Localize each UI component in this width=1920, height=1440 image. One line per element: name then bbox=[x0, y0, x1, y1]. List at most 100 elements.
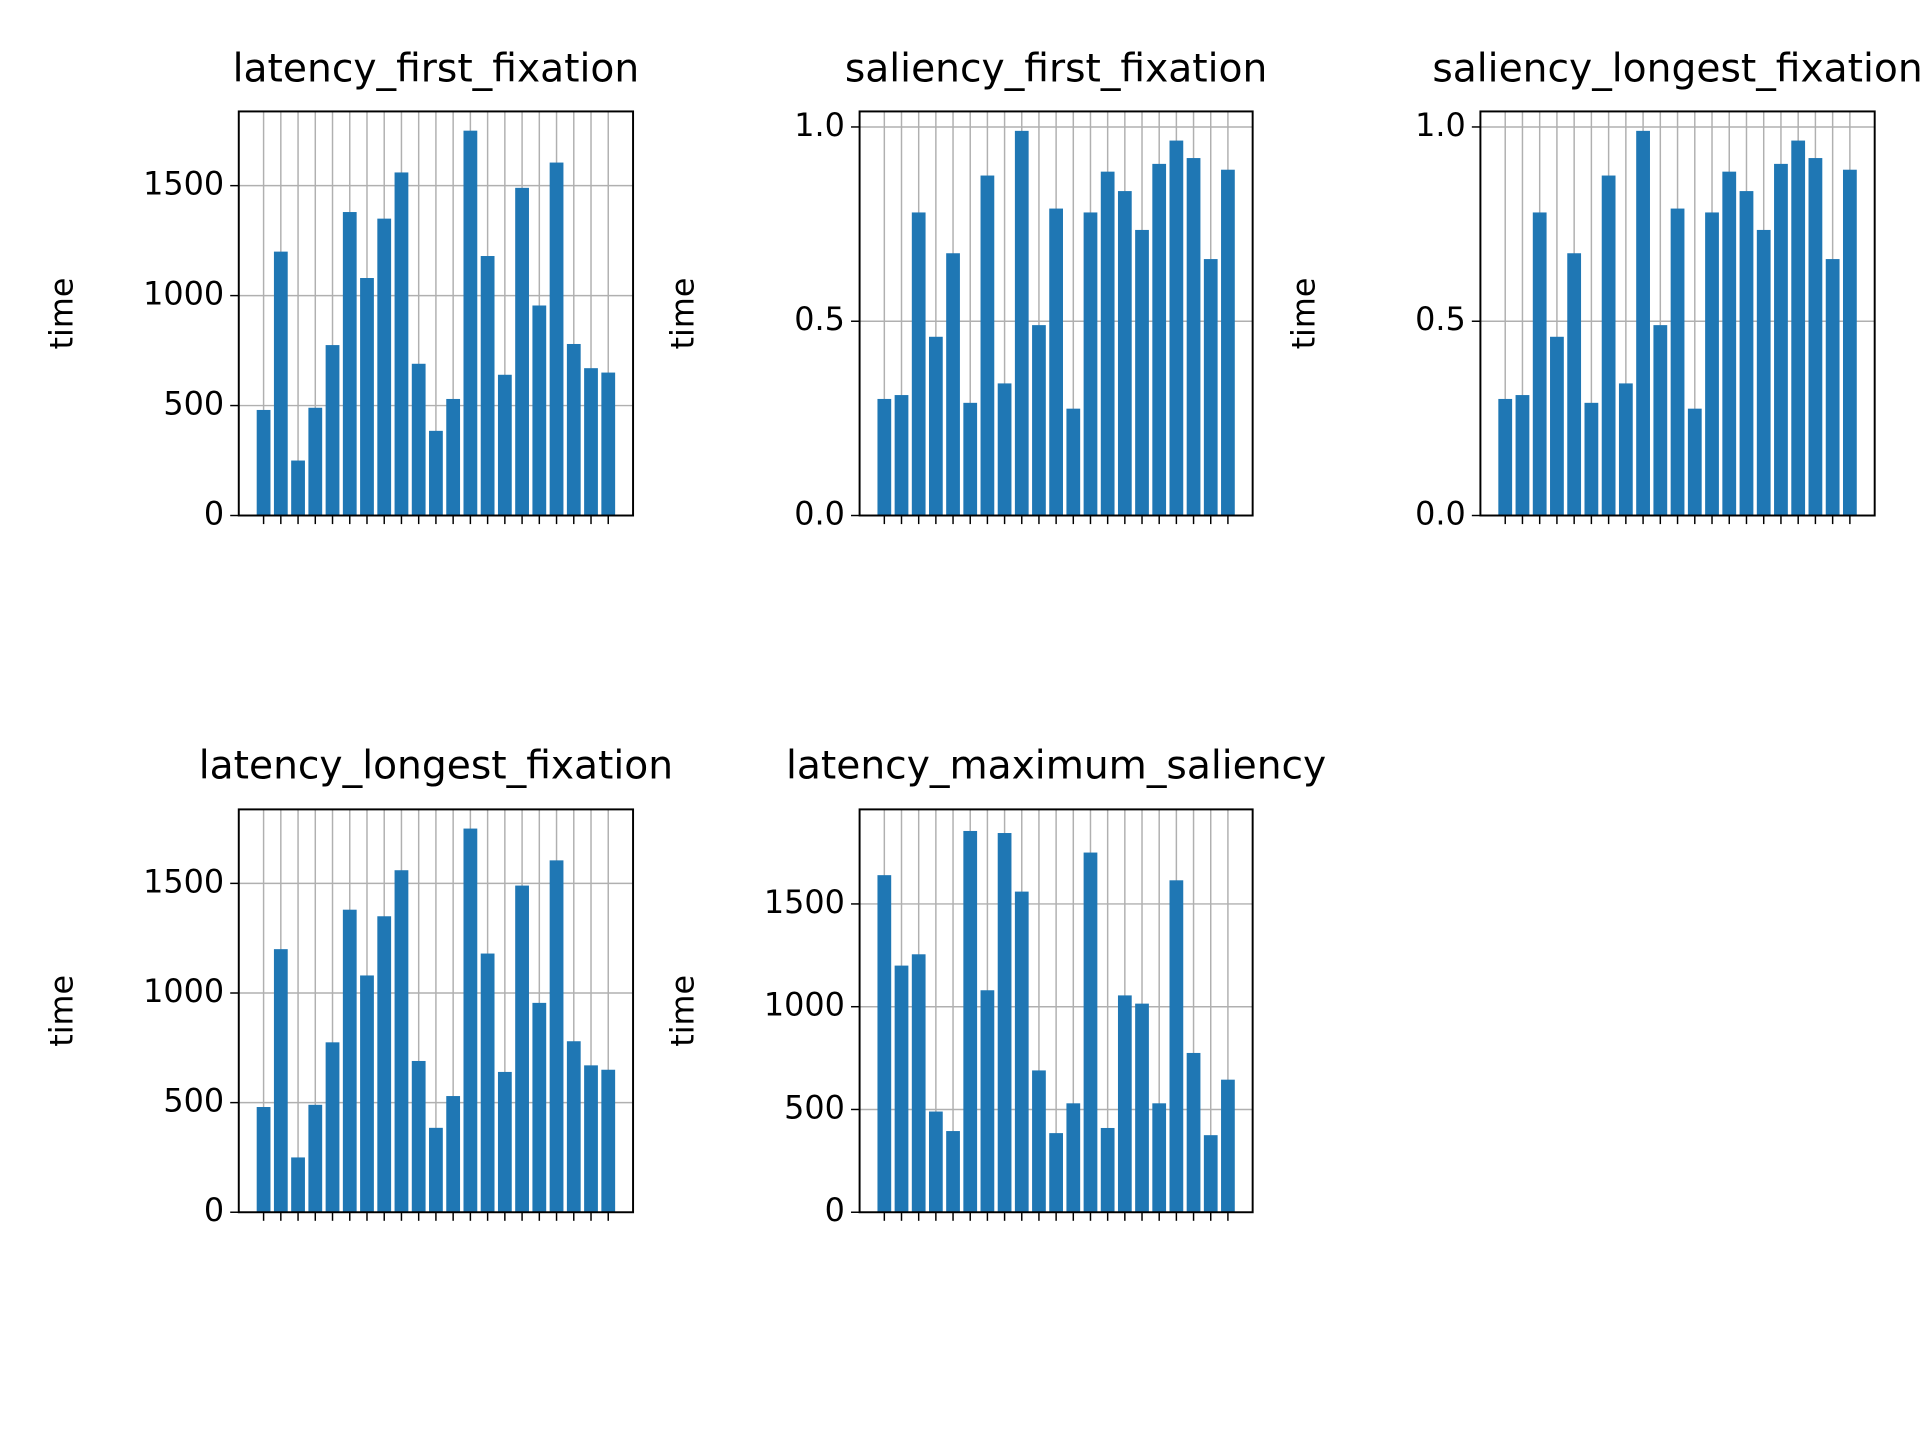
bar bbox=[273, 949, 288, 1213]
bar bbox=[911, 212, 926, 516]
bar bbox=[1618, 383, 1633, 516]
bar bbox=[1014, 891, 1029, 1213]
bar bbox=[1756, 229, 1771, 516]
bar bbox=[360, 278, 374, 516]
bar bbox=[566, 343, 581, 516]
bar bbox=[256, 1107, 271, 1213]
bar bbox=[1203, 1135, 1218, 1213]
bar bbox=[429, 430, 443, 516]
bar bbox=[463, 828, 478, 1213]
bar bbox=[1722, 171, 1737, 516]
y-tick-label: 500 bbox=[784, 1088, 845, 1126]
y-tick-label: 0.0 bbox=[794, 495, 845, 533]
bar bbox=[446, 1096, 461, 1213]
y-axis-label: time bbox=[43, 975, 81, 1047]
y-tick-label: 1000 bbox=[143, 275, 224, 313]
bar bbox=[946, 253, 960, 516]
bar bbox=[894, 395, 909, 516]
bar bbox=[1049, 1133, 1063, 1213]
bar bbox=[1221, 1079, 1235, 1213]
bar bbox=[1014, 130, 1029, 516]
subplot-title: latency_longest_fixation bbox=[199, 743, 673, 788]
y-tick-label: 1500 bbox=[764, 883, 845, 921]
bar bbox=[928, 1111, 943, 1213]
bar bbox=[273, 251, 288, 516]
bar bbox=[394, 172, 409, 516]
bar bbox=[360, 975, 374, 1213]
bar bbox=[946, 1131, 960, 1213]
bar bbox=[325, 1042, 340, 1213]
bar bbox=[446, 398, 461, 516]
bar bbox=[1066, 408, 1081, 516]
y-tick-label: 0 bbox=[204, 495, 224, 533]
y-tick-label: 1.0 bbox=[1415, 106, 1466, 144]
bar bbox=[1774, 163, 1788, 516]
bar bbox=[1135, 229, 1149, 516]
bar bbox=[1842, 169, 1857, 516]
bar bbox=[1705, 212, 1719, 516]
bar bbox=[1203, 259, 1218, 516]
bar bbox=[342, 909, 357, 1213]
bar bbox=[1670, 208, 1685, 516]
bar bbox=[1169, 880, 1184, 1213]
bar bbox=[894, 965, 909, 1213]
bar bbox=[429, 1127, 443, 1213]
axes-frame bbox=[237, 110, 635, 517]
bar bbox=[1584, 402, 1599, 516]
bar bbox=[877, 398, 892, 516]
bar bbox=[377, 218, 392, 516]
bar bbox=[963, 402, 978, 516]
bar bbox=[497, 374, 512, 516]
bar bbox=[928, 336, 943, 516]
subplot-title: latency_maximum_saliency bbox=[786, 743, 1326, 788]
bar bbox=[601, 372, 616, 516]
bar bbox=[532, 305, 547, 516]
bar bbox=[1066, 1103, 1081, 1213]
bar bbox=[308, 1104, 323, 1213]
y-tick-label: 1000 bbox=[764, 986, 845, 1024]
bar bbox=[1152, 1103, 1167, 1213]
bar bbox=[342, 212, 357, 516]
axes-frame bbox=[858, 808, 1254, 1214]
y-tick-label: 0.5 bbox=[1415, 300, 1466, 338]
y-axis-label: time bbox=[43, 278, 81, 350]
bar bbox=[1032, 325, 1046, 516]
bar bbox=[394, 870, 409, 1213]
bar bbox=[1808, 158, 1823, 516]
bar bbox=[515, 187, 529, 516]
bar bbox=[1186, 158, 1201, 516]
bar bbox=[877, 875, 892, 1213]
axes-frame bbox=[237, 808, 635, 1214]
bar bbox=[411, 363, 426, 516]
bar bbox=[463, 130, 478, 516]
bar bbox=[1567, 253, 1582, 516]
y-axis-label: time bbox=[1284, 278, 1322, 350]
bar bbox=[1653, 325, 1668, 516]
y-tick-label: 1.0 bbox=[794, 106, 845, 144]
y-tick-label: 0.0 bbox=[1415, 495, 1466, 533]
bar bbox=[256, 409, 271, 516]
y-tick-label: 0 bbox=[204, 1191, 224, 1229]
y-axis-label: time bbox=[663, 975, 701, 1047]
bar bbox=[963, 830, 978, 1213]
bar bbox=[291, 1157, 305, 1213]
bar bbox=[1550, 336, 1564, 516]
bar bbox=[497, 1071, 512, 1213]
bar bbox=[1687, 408, 1702, 516]
bar bbox=[549, 860, 564, 1213]
y-tick-label: 1500 bbox=[143, 165, 224, 203]
bar bbox=[411, 1060, 426, 1213]
bar bbox=[997, 383, 1012, 516]
bar bbox=[291, 460, 305, 516]
bar bbox=[1791, 140, 1806, 516]
bar bbox=[532, 1002, 547, 1213]
bar bbox=[1117, 995, 1132, 1213]
y-tick-label: 1000 bbox=[143, 972, 224, 1010]
bar bbox=[1049, 208, 1063, 516]
bar bbox=[549, 162, 564, 516]
bar bbox=[1601, 175, 1616, 516]
subplot-title: saliency_first_fixation bbox=[845, 47, 1267, 92]
y-axis-label: time bbox=[663, 278, 701, 350]
